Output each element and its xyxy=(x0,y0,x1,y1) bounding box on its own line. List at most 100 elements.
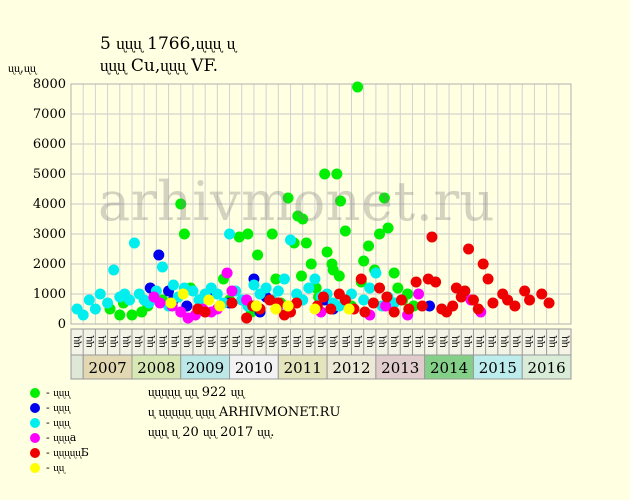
data-point xyxy=(378,192,390,204)
data-point xyxy=(94,288,106,300)
data-point xyxy=(226,297,238,309)
data-point xyxy=(221,267,233,279)
data-point xyxy=(309,303,321,315)
note-line2: ᶙ ᶙᶙᶙᶙᶙ ᶙᶙᶙ ARHIVMONET.RU xyxy=(148,405,341,420)
year-label: 2009 xyxy=(186,359,224,377)
data-point xyxy=(536,288,548,300)
year-label: 2016 xyxy=(528,359,566,377)
data-point xyxy=(305,258,317,270)
data-point xyxy=(126,309,138,321)
quarter-label: ᶙᶙ xyxy=(352,335,363,348)
quarter-label: ᶙᶙ xyxy=(96,335,107,348)
quarter-label: ᶙᶙ xyxy=(328,335,339,348)
data-point xyxy=(108,264,120,276)
year-label: 2015 xyxy=(479,359,517,377)
plot-frame xyxy=(70,83,572,325)
y-tick-label: 6000 xyxy=(33,137,66,152)
legend-label: - ᶙᶙᶙ xyxy=(46,401,70,414)
data-point xyxy=(326,258,338,270)
data-point xyxy=(321,246,333,258)
year-label: 2010 xyxy=(235,359,273,377)
legend-item: - ᶙᶙᶙ xyxy=(30,401,70,414)
quarter-label: ᶙᶙ xyxy=(267,335,278,348)
data-point xyxy=(77,309,89,321)
legend-label: - ᶙᶙ xyxy=(46,461,65,474)
data-point xyxy=(392,282,404,294)
year-label: 2012 xyxy=(332,359,370,377)
data-point xyxy=(339,225,351,237)
legend-label: - ᶙᶙᶙᶙᶙБ xyxy=(46,446,89,459)
y-tick-label: 0 xyxy=(58,317,66,332)
data-point xyxy=(359,306,371,318)
data-point xyxy=(282,300,294,312)
quarter-label: ᶙᶙ xyxy=(462,335,473,348)
quarter-label: ᶙᶙ xyxy=(108,335,119,348)
data-point xyxy=(524,294,536,306)
quarter-label: ᶙᶙ xyxy=(72,335,83,348)
quarter-label: ᶙᶙ xyxy=(291,335,302,348)
legend-item: - ᶙᶙᶙ xyxy=(30,386,70,399)
year-label: 2007 xyxy=(88,359,126,377)
quarter-label: ᶙᶙ xyxy=(255,335,266,348)
y-tick-label: 7000 xyxy=(33,107,66,122)
data-point xyxy=(358,255,370,267)
data-point xyxy=(291,297,303,309)
data-point xyxy=(467,294,479,306)
data-point xyxy=(102,297,114,309)
data-point xyxy=(416,300,428,312)
data-point xyxy=(317,291,329,303)
data-point xyxy=(252,249,264,261)
data-point xyxy=(165,297,177,309)
quarter-label: ᶙᶙ xyxy=(511,335,522,348)
data-point xyxy=(260,282,272,294)
data-point xyxy=(270,273,282,285)
data-point xyxy=(370,267,382,279)
data-point xyxy=(285,234,297,246)
data-point xyxy=(224,228,236,240)
data-point xyxy=(226,285,238,297)
quarter-label: ᶙᶙ xyxy=(401,335,412,348)
data-point xyxy=(89,303,101,315)
data-point xyxy=(153,249,165,261)
quarter-label: ᶙᶙ xyxy=(157,335,168,348)
data-point xyxy=(178,228,190,240)
data-point xyxy=(519,285,531,297)
year-cell-blank xyxy=(70,354,84,380)
quarter-label: ᶙᶙ xyxy=(376,335,387,348)
data-point xyxy=(333,270,345,282)
quarter-label: ᶙᶙ xyxy=(547,335,558,348)
data-point xyxy=(543,297,555,309)
note-line1: ᶙᶙᶙᶙᶙ ᶙᶙ 922 ᶙᶙ xyxy=(148,385,244,400)
data-point xyxy=(447,300,459,312)
data-point xyxy=(114,309,126,321)
quarter-label: ᶙᶙ xyxy=(364,335,375,348)
chart-title-line1: 5 ᶙᶙᶙ 1766,ᶙᶙᶙ ᶙ xyxy=(100,34,236,54)
year-cell xyxy=(131,354,182,380)
legend-marker xyxy=(30,403,40,413)
data-point xyxy=(175,198,187,210)
year-cell xyxy=(180,354,231,380)
data-point xyxy=(477,258,489,270)
watermark: arhivmonet.ru xyxy=(98,170,495,233)
legend-item: - ᶙᶙᶙᶙᶙБ xyxy=(30,446,89,459)
data-point xyxy=(124,294,136,306)
data-point xyxy=(156,261,168,273)
quarter-label: ᶙᶙ xyxy=(498,335,509,348)
quarter-label: ᶙᶙ xyxy=(279,335,290,348)
data-point xyxy=(459,285,471,297)
quarter-label: ᶙᶙ xyxy=(230,335,241,348)
quarter-label: ᶙᶙ xyxy=(523,335,534,348)
data-point xyxy=(203,294,215,306)
data-point xyxy=(502,294,514,306)
data-point xyxy=(382,222,394,234)
data-point xyxy=(128,237,140,249)
year-label: 2013 xyxy=(381,359,419,377)
data-point xyxy=(264,294,276,306)
data-point xyxy=(303,282,315,294)
data-point xyxy=(410,276,422,288)
data-point xyxy=(381,291,393,303)
year-cell xyxy=(375,354,426,380)
quarter-label: ᶙᶙ xyxy=(316,335,327,348)
legend-item: - ᶙᶙ xyxy=(30,461,64,474)
